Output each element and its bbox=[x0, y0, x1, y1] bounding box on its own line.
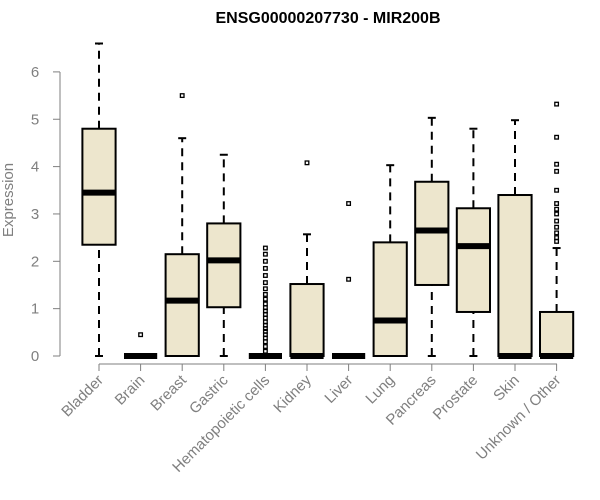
outlier-point bbox=[554, 161, 560, 167]
box bbox=[539, 310, 575, 358]
outlier-point bbox=[262, 280, 268, 286]
box-group bbox=[497, 119, 533, 359]
box-group bbox=[414, 116, 450, 357]
box bbox=[497, 194, 533, 357]
outlier-point bbox=[554, 187, 560, 193]
box-group bbox=[248, 245, 282, 359]
x-tick-label: Skin bbox=[490, 372, 523, 405]
boxes-layer bbox=[81, 42, 575, 359]
outlier-point bbox=[554, 201, 560, 206]
x-tick-label: Lung bbox=[362, 372, 398, 408]
y-tick-label: 1 bbox=[31, 301, 39, 318]
box-group bbox=[206, 153, 242, 357]
outlier-point bbox=[554, 224, 560, 230]
outlier-point bbox=[262, 301, 268, 307]
outlier-point bbox=[554, 101, 560, 107]
outlier-point bbox=[554, 134, 560, 140]
outlier-point bbox=[554, 218, 560, 224]
outlier-point bbox=[554, 230, 560, 236]
outlier-point bbox=[262, 245, 268, 251]
y-axis-ticks: 0 1 2 3 4 5 6 bbox=[31, 64, 60, 365]
chart-title: ENSG00000207730 - MIR200B bbox=[215, 10, 440, 27]
box bbox=[289, 283, 325, 358]
box bbox=[372, 241, 408, 357]
box-group bbox=[332, 201, 366, 359]
outlier-point bbox=[262, 315, 268, 321]
outlier-point bbox=[554, 238, 560, 244]
outlier-point bbox=[554, 206, 560, 212]
box-group bbox=[455, 127, 491, 357]
box-group bbox=[372, 164, 408, 357]
outlier-point bbox=[262, 258, 268, 264]
outlier-point bbox=[138, 332, 144, 338]
outlier-point bbox=[262, 328, 268, 334]
box bbox=[455, 207, 491, 313]
box bbox=[164, 253, 200, 357]
y-tick-label: 2 bbox=[31, 253, 39, 270]
y-tick-label: 0 bbox=[31, 348, 39, 365]
y-tick-label: 4 bbox=[31, 159, 39, 176]
outlier-point bbox=[179, 93, 185, 99]
x-tick-label: Brain bbox=[112, 372, 149, 409]
box bbox=[206, 222, 242, 309]
outlier-point bbox=[262, 251, 268, 257]
outlier-point bbox=[262, 348, 268, 354]
y-tick-label: 5 bbox=[31, 111, 39, 128]
outlier-point bbox=[262, 339, 268, 345]
y-axis-title: Expression bbox=[0, 163, 17, 237]
box bbox=[81, 127, 117, 246]
box-group bbox=[539, 101, 575, 359]
outlier-point bbox=[262, 319, 268, 325]
outlier-point bbox=[262, 265, 268, 271]
outlier-point bbox=[262, 286, 268, 292]
outlier-point bbox=[554, 235, 560, 241]
x-tick-label: Kidney bbox=[270, 371, 315, 416]
x-axis-ticks bbox=[98, 364, 558, 371]
outlier-point bbox=[262, 296, 268, 302]
box-group bbox=[124, 332, 158, 359]
outlier-point bbox=[262, 305, 268, 311]
outlier-point bbox=[262, 291, 268, 297]
box-group bbox=[164, 93, 200, 357]
outlier-point bbox=[346, 276, 352, 282]
outlier-point bbox=[554, 211, 560, 217]
y-tick-label: 3 bbox=[31, 206, 39, 223]
x-tick-label: Bladder bbox=[58, 372, 107, 421]
x-tick-label: Breast bbox=[147, 371, 190, 414]
x-tick-label: Prostate bbox=[430, 372, 482, 424]
outlier-point bbox=[346, 201, 352, 206]
outlier-point bbox=[262, 273, 268, 278]
box-group bbox=[289, 160, 325, 359]
outlier-point bbox=[262, 344, 268, 349]
y-tick-label: 6 bbox=[31, 64, 39, 81]
box-group bbox=[81, 42, 117, 357]
x-tick-label: Liver bbox=[321, 372, 356, 407]
outlier-point bbox=[304, 160, 310, 166]
outlier-point bbox=[554, 168, 560, 174]
